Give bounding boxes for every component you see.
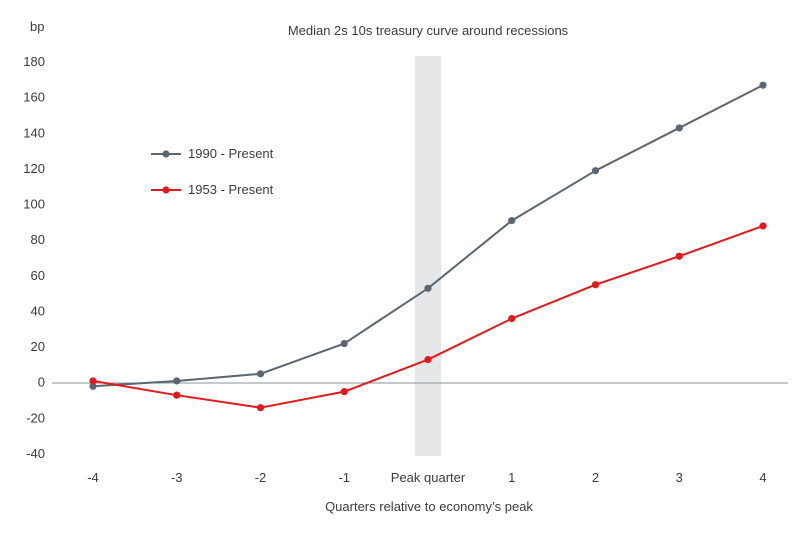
y-tick-label: 40 bbox=[31, 303, 45, 318]
data-point bbox=[256, 404, 265, 412]
x-axis-label: Quarters relative to economy’s peak bbox=[325, 499, 533, 514]
data-point bbox=[591, 167, 600, 175]
data-point bbox=[424, 355, 432, 364]
y-tick-label: 80 bbox=[31, 232, 45, 247]
y-tick-label: 120 bbox=[23, 161, 45, 176]
y-tick-label: 180 bbox=[23, 54, 45, 69]
series-group bbox=[89, 81, 767, 412]
legend: 1990 - Present 1953 - Present bbox=[151, 146, 274, 197]
data-point bbox=[173, 377, 181, 385]
y-tick-label: 160 bbox=[23, 90, 45, 105]
y-tick-label: -40 bbox=[26, 446, 45, 461]
chart-title: Median 2s 10s treasury curve around rece… bbox=[288, 23, 569, 38]
y-tick-label: -20 bbox=[26, 410, 45, 425]
y-tick-label: 20 bbox=[31, 339, 45, 354]
data-point bbox=[340, 339, 348, 348]
x-tick-label: -4 bbox=[87, 470, 99, 485]
y-tick-label: 60 bbox=[31, 268, 45, 283]
data-point bbox=[508, 216, 516, 225]
data-point bbox=[89, 382, 97, 390]
data-point bbox=[89, 377, 97, 385]
x-tick-label: Peak quarter bbox=[391, 470, 466, 485]
data-point bbox=[675, 252, 683, 260]
data-point bbox=[675, 124, 683, 132]
data-point bbox=[591, 281, 600, 289]
x-axis-ticks: -4 -3 -2 -1 Peak quarter 1 2 3 4 bbox=[87, 470, 766, 485]
legend-swatch-marker bbox=[162, 186, 170, 194]
x-tick-label: 2 bbox=[592, 470, 599, 485]
data-point bbox=[508, 314, 516, 323]
y-axis-ticks: -40 -20 0 20 40 60 80 100 120 140 160 180 bbox=[23, 54, 45, 461]
y-tick-label: 100 bbox=[23, 197, 45, 212]
peak-quarter-band bbox=[415, 56, 441, 456]
legend-label: 1990 - Present bbox=[188, 146, 274, 161]
data-point bbox=[424, 284, 432, 292]
x-tick-label: -1 bbox=[338, 470, 350, 485]
x-tick-label: -3 bbox=[171, 470, 183, 485]
y-axis-label: bp bbox=[30, 19, 44, 34]
data-point bbox=[340, 388, 348, 396]
x-tick-label: 3 bbox=[676, 470, 683, 485]
y-tick-label: 140 bbox=[23, 125, 45, 140]
x-tick-label: 1 bbox=[508, 470, 515, 485]
data-point bbox=[759, 81, 767, 89]
data-point bbox=[256, 370, 265, 378]
x-tick-label: 4 bbox=[759, 470, 766, 485]
x-tick-label: -2 bbox=[255, 470, 267, 485]
legend-label: 1953 - Present bbox=[188, 182, 274, 197]
data-point bbox=[173, 391, 181, 399]
y-tick-label: 0 bbox=[38, 375, 45, 390]
legend-swatch-marker bbox=[162, 150, 170, 158]
data-point bbox=[759, 222, 767, 230]
